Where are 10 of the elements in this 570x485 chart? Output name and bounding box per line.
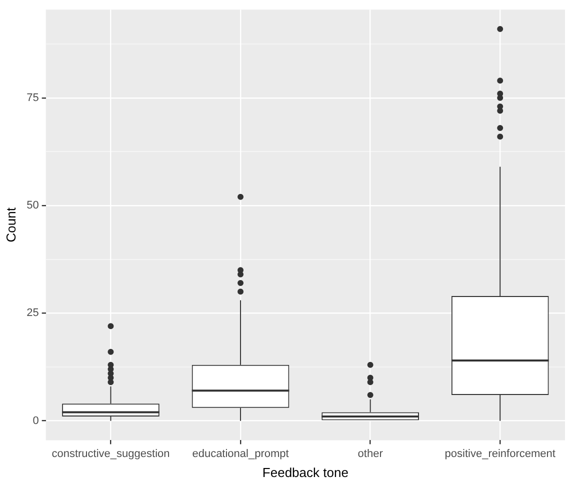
y-tick-label: 25 (26, 307, 39, 320)
y-axis-title: Count (3, 207, 18, 242)
x-tick-label: constructive_suggestion (52, 448, 170, 460)
x-axis-title: Feedback tone (262, 464, 348, 480)
y-tick-label: 0 (32, 414, 39, 427)
y-tick-label: 75 (26, 92, 39, 104)
y-tick-label: 50 (26, 200, 39, 212)
x-tick-label: positive_reinforcement (444, 448, 556, 460)
x-tick-label: educational_prompt (192, 448, 289, 460)
x-tick-label: other (358, 448, 384, 460)
